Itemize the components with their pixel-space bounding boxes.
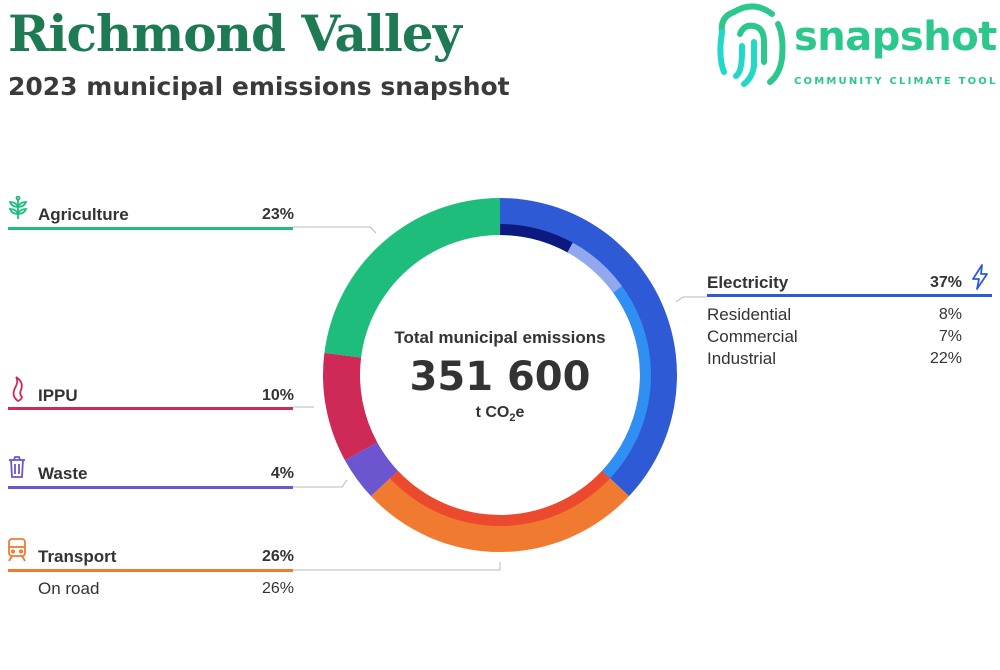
- on-road-percent: 26%: [261, 580, 294, 597]
- electricity-label: Electricity: [707, 273, 789, 292]
- bin-icon: [8, 456, 26, 483]
- ippu-label: IPPU: [38, 386, 78, 405]
- waste-label: Waste: [38, 464, 88, 483]
- industrial-label: Industrial: [707, 349, 776, 368]
- commercial-label: Commercial: [707, 327, 798, 346]
- transport-label: Transport: [38, 547, 117, 566]
- waste-segment: [344, 442, 398, 497]
- transport-leader-line: [293, 562, 501, 571]
- electricity-underline: [707, 294, 992, 297]
- transport-segment: [370, 470, 630, 552]
- waste-underline: [8, 486, 293, 489]
- leader-lines: [293, 226, 707, 571]
- agriculture-percent: 23%: [261, 206, 294, 223]
- commercial-percent: 7%: [938, 328, 962, 345]
- logo-tagline: COMMUNITY CLIMATE TOOL: [794, 76, 998, 87]
- transport-underline: [8, 569, 293, 572]
- ippu-underline: [8, 407, 293, 410]
- flame-icon: [10, 376, 26, 407]
- snapshot-logo: snapshot COMMUNITY CLIMATE TOOL: [714, 2, 1000, 90]
- transport-percent: 26%: [261, 548, 294, 565]
- on-road-subsegment: [389, 470, 611, 526]
- agriculture-leader-line: [293, 226, 377, 234]
- residential-subsegment: [500, 224, 573, 253]
- plant-icon: [8, 194, 28, 225]
- lightning-icon: [970, 264, 990, 295]
- center-total-unit: t CO2e: [475, 404, 525, 425]
- commercial-subsegment: [567, 242, 623, 293]
- industrial-subsegment: [602, 286, 651, 479]
- residential-label: Residential: [707, 305, 792, 324]
- residential-percent: 8%: [938, 306, 962, 323]
- center-total-label: Total municipal emissions: [394, 328, 606, 347]
- center-total-value: 351 600: [409, 354, 591, 400]
- industrial-percent: 22%: [929, 350, 962, 367]
- on-road-label: On road: [38, 579, 100, 598]
- page-subtitle: 2023 municipal emissions snapshot: [8, 72, 510, 101]
- ippu-segment: [322, 352, 378, 461]
- train-icon: [7, 538, 27, 567]
- fingerprint-logo-icon: [717, 3, 786, 87]
- page-title: Richmond Valley: [8, 4, 462, 63]
- agriculture-segment: [324, 198, 500, 358]
- electricity-leader-line: [675, 296, 707, 303]
- ippu-percent: 10%: [261, 387, 294, 404]
- logo-wordmark: snapshot: [794, 14, 997, 60]
- donut-segments: [322, 198, 677, 552]
- electricity-percent: 37%: [929, 274, 962, 291]
- waste-leader-line: [293, 479, 348, 488]
- agriculture-underline: [8, 227, 293, 230]
- waste-percent: 4%: [270, 465, 294, 482]
- agriculture-label: Agriculture: [38, 205, 129, 224]
